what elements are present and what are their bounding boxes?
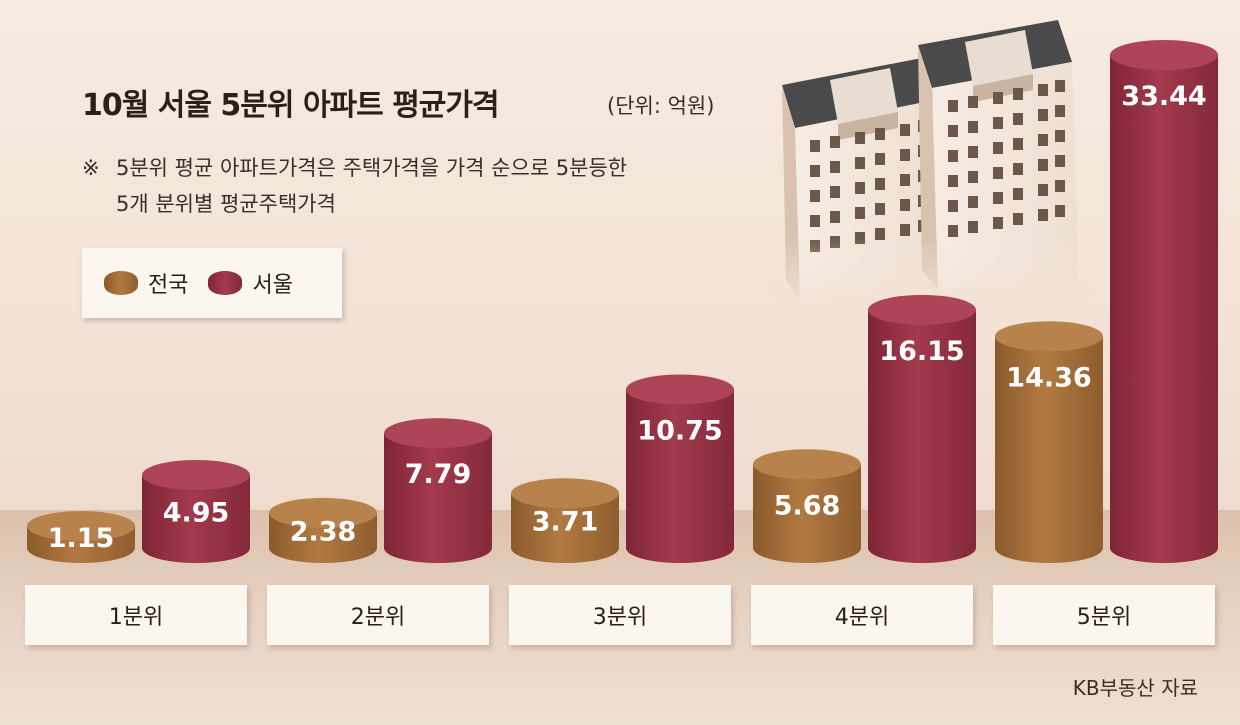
- category-label-1: 1분위: [25, 585, 247, 645]
- note-line-1: 5분위 평균 아파트가격은 주택가격을 가격 순으로 5분등한: [116, 156, 628, 180]
- bars-group: 1.15 4.95 2.38 7.79 3.71 10.75 5.68 16.15 14.36 3…: [27, 40, 1218, 563]
- chart-note: ※ 5분위 평균 아파트가격은 주택가격을 가격 순으로 5분등한 5개 분위별 …: [82, 150, 802, 222]
- bar-body-seoul-1: [142, 475, 250, 563]
- bar-body-national-4: [753, 464, 861, 563]
- bar-top-seoul-4: [868, 294, 976, 325]
- bar-national-5: 14.36: [995, 321, 1103, 563]
- bar-value-label-national-5: 14.36: [1006, 362, 1091, 393]
- legend-swatch-national: [104, 271, 138, 295]
- bar-body-seoul-2: [384, 433, 492, 563]
- bar-value-label-seoul-3: 10.75: [637, 416, 722, 447]
- category-label-3: 3분위: [509, 585, 731, 645]
- apartment-buildings-illustration: [770, 20, 1090, 310]
- bar-national-3: 3.71: [511, 478, 619, 563]
- bar-national-1: 1.15: [27, 511, 135, 563]
- category-label-5: 5분위: [993, 585, 1215, 645]
- bar-value-label-seoul-4: 16.15: [879, 336, 964, 367]
- bar-value-label-national-2: 2.38: [290, 516, 357, 547]
- bar-value-label-seoul-5: 33.44: [1121, 81, 1206, 112]
- bar-top-seoul-3: [626, 374, 734, 405]
- chart-title: 10월 서울 5분위 아파트 평균가격: [82, 88, 500, 123]
- bar-value-label-seoul-2: 7.79: [405, 459, 472, 490]
- category-label-2: 2분위: [267, 585, 489, 645]
- legend-item-national: 전국: [104, 267, 188, 299]
- bar-top-national-5: [995, 321, 1103, 352]
- bar-top-national-4: [753, 449, 861, 480]
- bar-body-national-3: [511, 493, 619, 563]
- bar-body-seoul-3: [626, 389, 734, 563]
- bar-national-4: 5.68: [753, 449, 861, 563]
- bar-value-label-national-3: 3.71: [532, 507, 599, 538]
- bar-value-label-national-1: 1.15: [48, 523, 115, 554]
- unit-label: (단위: 억원): [607, 94, 715, 118]
- bar-value-label-national-4: 5.68: [774, 490, 841, 521]
- bar-value-label-seoul-1: 4.95: [163, 498, 230, 529]
- bar-seoul-5: 33.44: [1110, 40, 1218, 563]
- bar-body-seoul-5: [1110, 55, 1218, 563]
- legend-swatch-seoul: [208, 271, 243, 295]
- legend-item-seoul: 서울: [208, 267, 293, 299]
- bar-top-seoul-1: [142, 460, 250, 491]
- bar-top-national-2: [269, 497, 377, 528]
- bar-seoul-4: 16.15: [868, 294, 976, 563]
- bar-seoul-2: 7.79: [384, 418, 492, 563]
- bar-body-national-5: [995, 336, 1103, 563]
- note-line-2: 5개 분위별 평균주택가격: [116, 192, 336, 216]
- legend-label-national: 전국: [148, 273, 189, 298]
- legend-label-seoul: 서울: [252, 273, 293, 298]
- bar-top-seoul-2: [384, 418, 492, 449]
- bar-top-seoul-5: [1110, 40, 1218, 70]
- source-credit: KB부동산 자료: [1072, 676, 1198, 700]
- bar-national-2: 2.38: [269, 497, 377, 563]
- legend: 전국 서울: [82, 248, 342, 318]
- note-mark: ※: [82, 156, 100, 180]
- bar-seoul-1: 4.95: [142, 460, 250, 563]
- bar-seoul-3: 10.75: [626, 374, 734, 563]
- category-label-4: 4분위: [751, 585, 973, 645]
- bar-top-national-1: [27, 511, 135, 541]
- bar-body-seoul-4: [868, 309, 976, 563]
- bar-top-national-3: [511, 478, 619, 509]
